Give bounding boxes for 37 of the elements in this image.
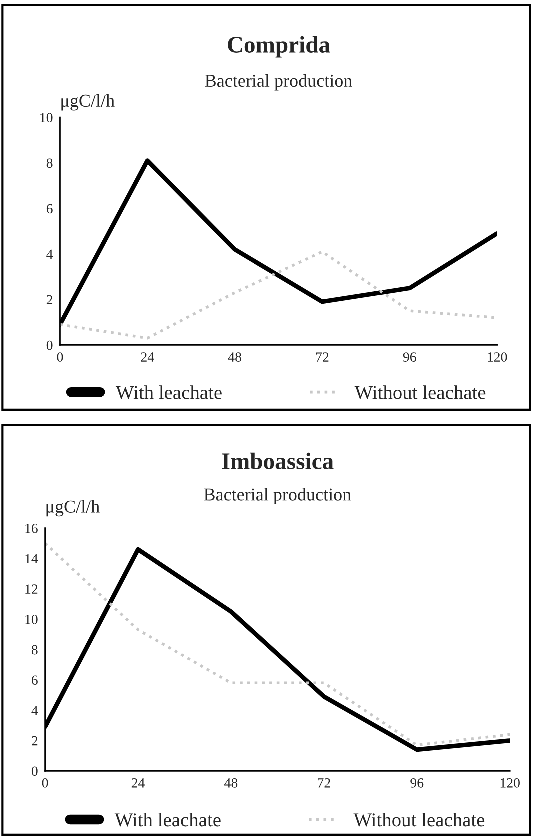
chart-subtitle: Bacterial production [205,74,352,91]
y-tick-label: 10 [40,113,53,123]
y-tick-label: 4 [46,250,54,260]
x-tick-label: 72 [316,352,329,362]
chart-subtitle: Bacterial production [204,488,352,505]
y-tick-label: 14 [26,554,38,564]
legend-label: Without leachate [354,813,485,827]
y-tick-label: 12 [26,584,38,594]
y-tick-label: 2 [46,295,53,305]
y-tick-label: 8 [32,645,38,655]
legend-label: With leachate [114,813,221,827]
y-tick-label: 6 [46,204,53,214]
y-tick-label: 0 [32,766,38,776]
x-tick-label: 0 [57,352,64,362]
x-tick-label: 24 [132,778,145,788]
y-tick-label: 2 [32,736,38,746]
x-tick-label: 48 [224,778,238,788]
y-axis-title: μgC/l/h [46,500,100,517]
legend-label: Without leachate [354,386,486,400]
line-series [60,250,498,340]
y-axis-title: μgC/l/h [62,94,115,111]
y-tick-label: 16 [26,524,38,534]
x-tick-label: 24 [141,352,154,362]
y-tick-label: 4 [32,706,38,716]
y-tick-label: 10 [26,614,38,624]
x-tick-label: 120 [488,352,508,362]
x-tick-label: 96 [410,778,424,788]
y-tick-label: 0 [46,340,53,350]
y-tick-label: 8 [46,158,53,168]
x-tick-label: 120 [500,778,520,788]
x-tick-label: 48 [228,352,242,362]
chart-title: Comprida [228,36,330,58]
x-tick-label: 72 [318,778,330,788]
chart-title: Imboassica [222,452,334,470]
y-tick-label: 6 [32,676,38,686]
x-tick-label: 96 [403,352,416,362]
legend-label: With leachate [116,386,222,400]
